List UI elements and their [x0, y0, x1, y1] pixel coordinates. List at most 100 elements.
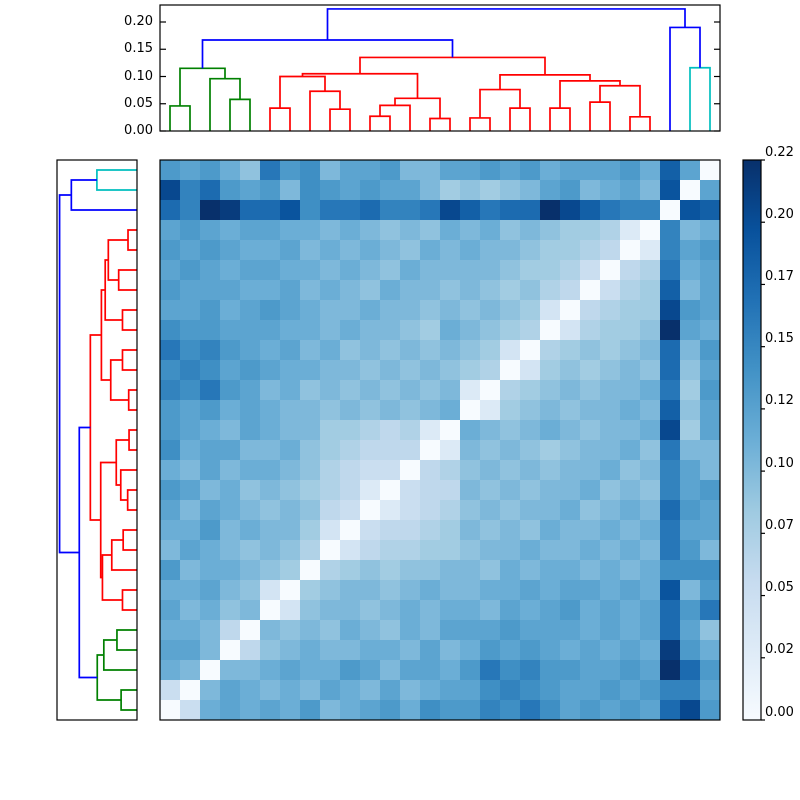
heatmap-cell — [680, 660, 700, 680]
heatmap-cell — [460, 180, 480, 200]
heatmap-cell — [240, 320, 260, 340]
heatmap-cell — [380, 260, 400, 280]
heatmap-cell — [380, 660, 400, 680]
heatmap-cell — [580, 240, 600, 260]
heatmap-cell — [320, 240, 340, 260]
colorbar — [742, 159, 762, 721]
heatmap-cell — [700, 600, 720, 620]
heatmap-cell — [600, 220, 620, 240]
heatmap-cell — [640, 560, 660, 580]
heatmap-cell — [500, 700, 520, 720]
heatmap-cell — [700, 280, 720, 300]
heatmap-cell — [640, 640, 660, 660]
heatmap-cell — [480, 540, 500, 560]
heatmap-cell — [420, 520, 440, 540]
heatmap-cell — [600, 160, 620, 180]
heatmap-cell — [260, 500, 280, 520]
heatmap-cell — [180, 360, 200, 380]
top-dendrogram-link — [279, 75, 326, 109]
heatmap-cell — [220, 340, 240, 360]
heatmap-cell — [600, 180, 620, 200]
heatmap-cell — [240, 700, 260, 720]
heatmap-cell — [460, 500, 480, 520]
heatmap-cell — [520, 160, 540, 180]
heatmap-cell — [340, 540, 360, 560]
heatmap-cell — [280, 200, 300, 220]
heatmap-cell — [660, 160, 680, 180]
heatmap-cell — [320, 340, 340, 360]
heatmap-cell — [460, 200, 480, 220]
heatmap-cell — [660, 480, 680, 500]
heatmap-cell — [280, 180, 300, 200]
heatmap-cell — [400, 520, 420, 540]
heatmap-cell — [280, 560, 300, 580]
heatmap-cell — [260, 200, 280, 220]
heatmap-cell — [200, 560, 220, 580]
heatmap-cell — [360, 500, 380, 520]
heatmap-cell — [260, 460, 280, 480]
heatmap-cell — [220, 280, 240, 300]
heatmap-cell — [440, 360, 460, 380]
heatmap-cell — [460, 640, 480, 660]
heatmap-cell — [520, 620, 540, 640]
heatmap-cell — [520, 200, 540, 220]
heatmap-cell — [520, 520, 540, 540]
heatmap-cell — [420, 220, 440, 240]
heatmap-cell — [660, 540, 680, 560]
heatmap-cell — [420, 580, 440, 600]
heatmap-cell — [160, 300, 180, 320]
heatmap-cell — [200, 420, 220, 440]
heatmap-cell — [400, 180, 420, 200]
heatmap-cell — [180, 500, 200, 520]
heatmap-cell — [300, 340, 320, 360]
heatmap-cell — [580, 300, 600, 320]
heatmap-cell — [420, 620, 440, 640]
heatmap-cell — [220, 440, 240, 460]
heatmap-cell — [420, 260, 440, 280]
heatmap-cell — [220, 460, 240, 480]
heatmap-cell — [620, 260, 640, 280]
heatmap-cell — [220, 620, 240, 640]
heatmap-cell — [180, 460, 200, 480]
heatmap-cell — [540, 360, 560, 380]
heatmap-cell — [520, 240, 540, 260]
heatmap-cell — [700, 320, 720, 340]
heatmap-cell — [380, 600, 400, 620]
heatmap-cell — [400, 700, 420, 720]
heatmap-cell — [440, 700, 460, 720]
heatmap-cell — [300, 420, 320, 440]
heatmap-cell — [560, 400, 580, 420]
heatmap-cell — [680, 300, 700, 320]
heatmap-cell — [640, 680, 660, 700]
heatmap-cell — [560, 660, 580, 680]
heatmap-cell — [400, 460, 420, 480]
heatmap-cell — [180, 300, 200, 320]
heatmap-cell — [240, 180, 260, 200]
heatmap-cell — [180, 420, 200, 440]
heatmap-cell — [620, 560, 640, 580]
heatmap-cell — [360, 580, 380, 600]
heatmap-cell — [380, 400, 400, 420]
heatmap-cell — [600, 520, 620, 540]
heatmap-cell — [280, 340, 300, 360]
heatmap-cell — [620, 500, 640, 520]
heatmap-cell — [600, 580, 620, 600]
heatmap-cell — [220, 200, 240, 220]
heatmap-cell — [500, 500, 520, 520]
top-dendrogram-link — [326, 8, 686, 40]
heatmap-cell — [640, 660, 660, 680]
heatmap-cell — [580, 360, 600, 380]
heatmap-cell — [400, 560, 420, 580]
top-dendrogram-link — [269, 107, 291, 131]
heatmap-cell — [240, 200, 260, 220]
top-dendrogram-link — [379, 104, 411, 131]
heatmap-cell — [440, 420, 460, 440]
heatmap-cell — [260, 260, 280, 280]
heatmap-cell — [300, 480, 320, 500]
heatmap-cell — [280, 220, 300, 240]
heatmap-cell — [640, 400, 660, 420]
heatmap-cell — [580, 380, 600, 400]
heatmap-cell — [400, 500, 420, 520]
heatmap-cell — [600, 360, 620, 380]
heatmap-cell — [400, 580, 420, 600]
